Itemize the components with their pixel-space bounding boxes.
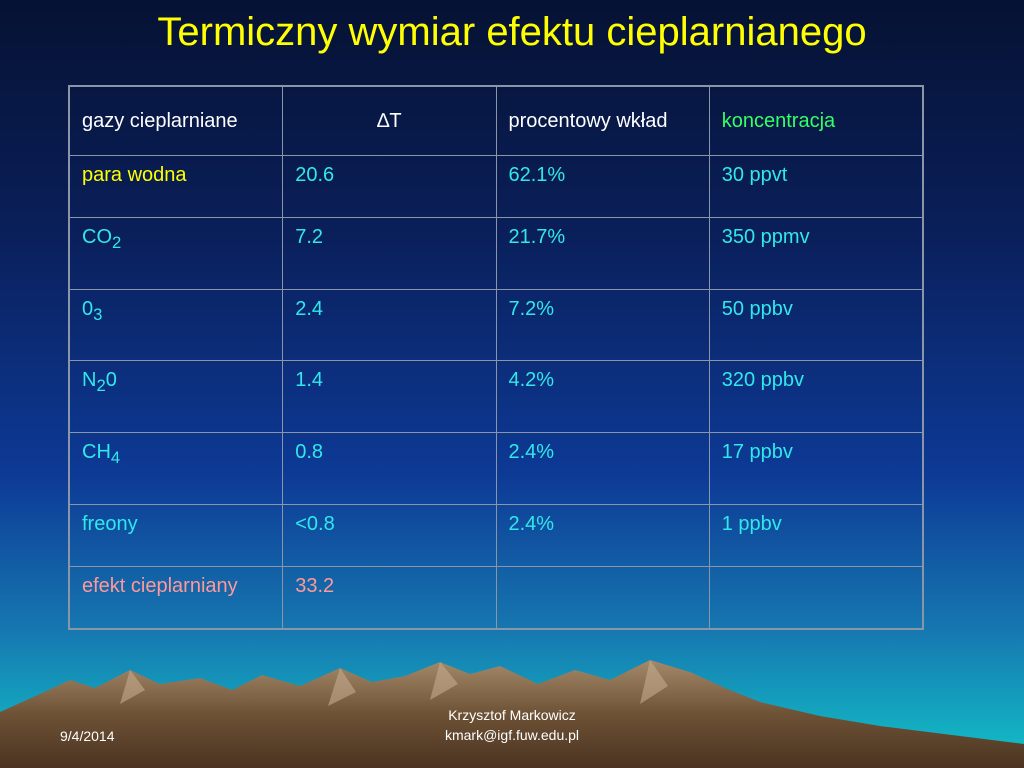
- gas-name: efekt cieplarniany: [68, 565, 284, 630]
- table-row: CH4 0.8 2.4% 17 ppbv: [68, 432, 924, 505]
- percent-value: 2.4%: [495, 503, 710, 567]
- concentration-value: 1 ppbv: [708, 503, 924, 567]
- percent-value: 7.2%: [495, 288, 710, 362]
- delta-t-value: 33.2: [282, 565, 497, 630]
- gas-name: para wodna: [68, 154, 284, 219]
- gas-formula: CH: [82, 441, 111, 464]
- table-row: para wodna 20.6 62.1% 30 ppvt: [68, 154, 924, 219]
- footer-author-name: Krzysztof Markowicz: [448, 707, 576, 723]
- gas-formula: 0: [82, 297, 94, 320]
- table-row: N20 1.4 4.2% 320 ppbv: [68, 360, 924, 434]
- table-row: efekt cieplarniany 33.2: [68, 565, 924, 630]
- header-gas: gazy cieplarniane: [68, 86, 284, 156]
- concentration-value: [708, 565, 924, 630]
- header-percent: procentowy wkład: [495, 86, 710, 156]
- data-table: gazy cieplarniane ∆T procentowy wkład ko…: [68, 86, 924, 630]
- header-delta-t: ∆T: [282, 86, 497, 156]
- delta-t-value: 1.4: [282, 360, 497, 434]
- gas-formula-suffix: 0: [105, 369, 117, 392]
- delta-t-value: 7.2: [282, 217, 497, 290]
- table-row: CO2 7.2 21.7% 350 ppmv: [68, 217, 924, 290]
- concentration-value: 50 ppbv: [708, 288, 924, 362]
- greenhouse-gas-table: gazy cieplarniane ∆T procentowy wkład ko…: [68, 85, 924, 630]
- gas-name: 03: [68, 288, 284, 362]
- gas-name: CO2: [68, 217, 284, 290]
- delta-t-value: <0.8: [282, 503, 497, 567]
- percent-value: [495, 565, 710, 630]
- header-concentration: koncentracja: [708, 86, 924, 156]
- gas-subscript: 4: [110, 448, 121, 468]
- slide-title: Termiczny wymiar efektu cieplarnianego: [157, 10, 867, 54]
- gas-formula: freony: [82, 512, 138, 535]
- gas-subscript: 2: [96, 376, 106, 396]
- table-row: freony <0.8 2.4% 1 ppbv: [68, 503, 924, 567]
- gas-subscript: 3: [93, 304, 103, 324]
- delta-t-value: 2.4: [282, 288, 497, 362]
- percent-value: 4.2%: [495, 360, 710, 434]
- table-header-row: gazy cieplarniane ∆T procentowy wkład ko…: [68, 86, 924, 156]
- footer-author-email: kmark@igf.fuw.edu.pl: [444, 727, 580, 743]
- concentration-value: 17 ppbv: [708, 432, 924, 505]
- concentration-value: 350 ppmv: [708, 217, 924, 290]
- mountain-landscape-image: [0, 660, 1024, 768]
- footer-date: 9/4/2014: [60, 728, 115, 744]
- concentration-value: 320 ppbv: [708, 360, 924, 434]
- percent-value: 2.4%: [495, 432, 710, 505]
- percent-value: 21.7%: [495, 217, 710, 290]
- gas-name: freony: [68, 503, 284, 567]
- gas-formula: N: [82, 369, 97, 392]
- gas-name: CH4: [68, 432, 284, 505]
- gas-subscript: 2: [112, 233, 122, 253]
- gas-name: N20: [68, 360, 284, 434]
- table-row: 03 2.4 7.2% 50 ppbv: [68, 288, 924, 362]
- gas-formula: efekt cieplarniany: [82, 574, 238, 597]
- gas-formula: CO: [82, 226, 112, 249]
- delta-t-value: 0.8: [282, 432, 497, 505]
- percent-value: 62.1%: [495, 154, 710, 219]
- delta-t-value: 20.6: [282, 154, 497, 219]
- gas-formula: para wodna: [82, 164, 187, 186]
- footer-author-block: Krzysztof Markowicz kmark@igf.fuw.edu.pl: [392, 705, 632, 745]
- concentration-value: 30 ppvt: [708, 154, 924, 219]
